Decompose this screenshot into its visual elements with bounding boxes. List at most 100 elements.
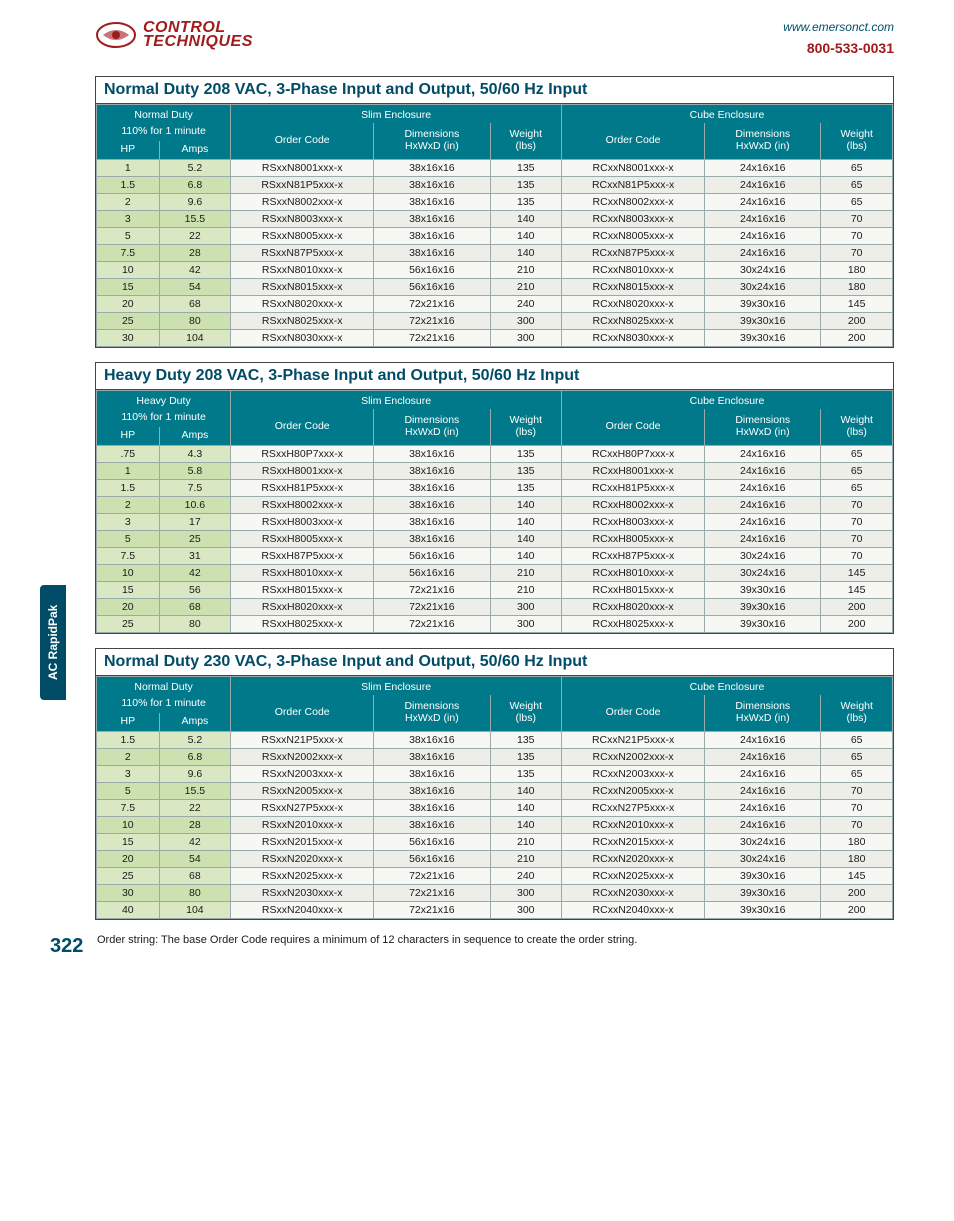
table-cell: 39x30x16: [705, 313, 821, 330]
table-cell: RCxxN8002xxx-x: [562, 194, 705, 211]
table-cell: 42: [159, 834, 231, 851]
col-order-code: Order Code: [231, 695, 374, 732]
table-cell: 56x16x16: [374, 548, 490, 565]
table-cell: RCxxH8001xxx-x: [562, 463, 705, 480]
table-cell: 5.2: [159, 160, 231, 177]
table-cell: 39x30x16: [705, 902, 821, 919]
table-cell: RSxxH8020xxx-x: [231, 599, 374, 616]
col-amps: Amps: [159, 141, 231, 160]
table-cell: 30x24x16: [705, 565, 821, 582]
col-hp: HP: [97, 141, 160, 160]
table-cell: RCxxN2003xxx-x: [562, 766, 705, 783]
table-cell: 10.6: [159, 497, 231, 514]
col-slim: Slim Enclosure: [231, 105, 562, 124]
table-cell: 39x30x16: [705, 296, 821, 313]
table-cell: 200: [821, 599, 893, 616]
table-cell: RCxxN2030xxx-x: [562, 885, 705, 902]
table-cell: 70: [821, 800, 893, 817]
table-cell: 24x16x16: [705, 160, 821, 177]
table-cell: 300: [490, 885, 562, 902]
table-cell: 24x16x16: [705, 732, 821, 749]
table-cell: 24x16x16: [705, 245, 821, 262]
table-cell: 72x21x16: [374, 902, 490, 919]
table-cell: 24x16x16: [705, 817, 821, 834]
table-row: 1.56.8RSxxN81P5xxx-x38x16x16135RCxxN81P5…: [97, 177, 893, 194]
table-cell: 65: [821, 177, 893, 194]
col-order-code: Order Code: [562, 695, 705, 732]
table-cell: 140: [490, 514, 562, 531]
table-cell: RCxxH8025xxx-x: [562, 616, 705, 633]
table-cell: RSxxN2020xxx-x: [231, 851, 374, 868]
table-cell: RCxxN27P5xxx-x: [562, 800, 705, 817]
table-cell: 24x16x16: [705, 783, 821, 800]
table-cell: 56x16x16: [374, 279, 490, 296]
table-cell: 80: [159, 885, 231, 902]
table-cell: 1: [97, 463, 160, 480]
website-link[interactable]: www.emersonct.com: [783, 20, 894, 34]
table-cell: 24x16x16: [705, 480, 821, 497]
table-cell: 38x16x16: [374, 446, 490, 463]
col-amps: Amps: [159, 427, 231, 446]
table-cell: 15.5: [159, 211, 231, 228]
table-cell: 70: [821, 783, 893, 800]
col-weight: Weight(lbs): [821, 123, 893, 160]
table-cell: 15: [97, 279, 160, 296]
table-cell: 5.2: [159, 732, 231, 749]
table-cell: 24x16x16: [705, 766, 821, 783]
col-dimensions: DimensionsHxWxD (in): [705, 409, 821, 446]
logo: CONTROL TECHNIQUES: [95, 20, 253, 50]
table-cell: RCxxN8020xxx-x: [562, 296, 705, 313]
table-cell: 210: [490, 565, 562, 582]
col-weight: Weight(lbs): [821, 695, 893, 732]
table-cell: 65: [821, 446, 893, 463]
table-cell: 38x16x16: [374, 194, 490, 211]
table-cell: 42: [159, 565, 231, 582]
table-cell: RCxxH8015xxx-x: [562, 582, 705, 599]
table-row: 1.57.5RSxxH81P5xxx-x38x16x16135RCxxH81P5…: [97, 480, 893, 497]
table-cell: 200: [821, 313, 893, 330]
table-cell: RCxxH8003xxx-x: [562, 514, 705, 531]
spec-section: Normal Duty 208 VAC, 3-Phase Input and O…: [95, 76, 894, 348]
table-cell: RSxxH80P7xxx-x: [231, 446, 374, 463]
table-cell: 30x24x16: [705, 262, 821, 279]
table-row: 15.2RSxxN8001xxx-x38x16x16135RCxxN8001xx…: [97, 160, 893, 177]
table-row: 515.5RSxxN2005xxx-x38x16x16140RCxxN2005x…: [97, 783, 893, 800]
table-cell: 200: [821, 885, 893, 902]
table-cell: 72x21x16: [374, 313, 490, 330]
table-row: 1556RSxxH8015xxx-x72x21x16210RCxxH8015xx…: [97, 582, 893, 599]
header: CONTROL TECHNIQUES www.emersonct.com 800…: [95, 20, 894, 56]
col-dimensions: DimensionsHxWxD (in): [374, 123, 490, 160]
table-cell: 15.5: [159, 783, 231, 800]
table-cell: 20: [97, 296, 160, 313]
table-cell: 24x16x16: [705, 177, 821, 194]
table-cell: 70: [821, 817, 893, 834]
table-cell: RSxxH8003xxx-x: [231, 514, 374, 531]
table-cell: 54: [159, 279, 231, 296]
logo-emblem-icon: [95, 20, 137, 50]
table-cell: 28: [159, 817, 231, 834]
table-cell: 240: [490, 296, 562, 313]
table-cell: 140: [490, 800, 562, 817]
table-cell: 65: [821, 160, 893, 177]
table-cell: RCxxH8020xxx-x: [562, 599, 705, 616]
table-cell: RSxxH8015xxx-x: [231, 582, 374, 599]
table-cell: 38x16x16: [374, 766, 490, 783]
table-cell: 65: [821, 194, 893, 211]
table-cell: RCxxH81P5xxx-x: [562, 480, 705, 497]
table-cell: 65: [821, 463, 893, 480]
table-cell: 38x16x16: [374, 732, 490, 749]
table-cell: 72x21x16: [374, 296, 490, 313]
table-cell: 210: [490, 851, 562, 868]
col-dimensions: DimensionsHxWxD (in): [705, 695, 821, 732]
table-cell: 180: [821, 279, 893, 296]
col-order-code: Order Code: [562, 123, 705, 160]
table-row: 1.55.2RSxxN21P5xxx-x38x16x16135RCxxN21P5…: [97, 732, 893, 749]
table-cell: 180: [821, 262, 893, 279]
table-cell: RCxxN2025xxx-x: [562, 868, 705, 885]
table-cell: 10: [97, 817, 160, 834]
table-cell: 145: [821, 565, 893, 582]
table-cell: 68: [159, 296, 231, 313]
col-cube: Cube Enclosure: [562, 105, 893, 124]
table-cell: 65: [821, 749, 893, 766]
table-row: 7.522RSxxN27P5xxx-x38x16x16140RCxxN27P5x…: [97, 800, 893, 817]
